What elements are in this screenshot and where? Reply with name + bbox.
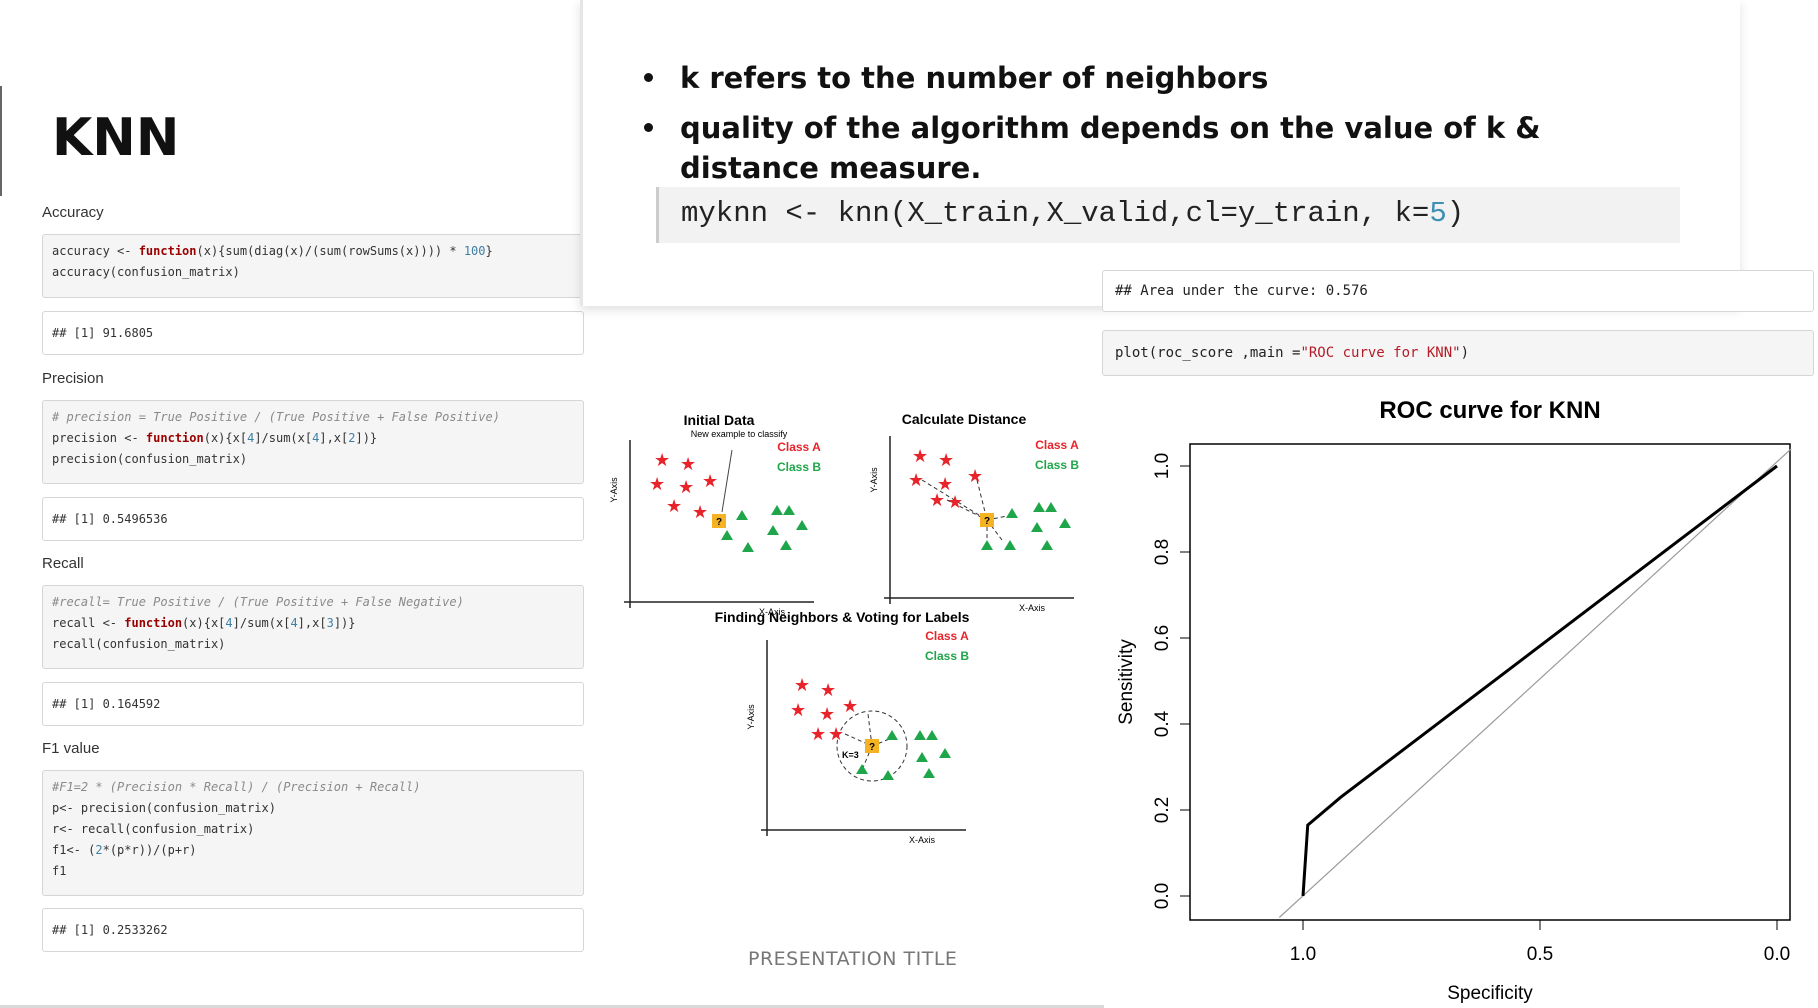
plot-frame <box>1189 443 1791 921</box>
knn-call-text: myknn <- knn(X_train,X_valid,cl=y_train,… <box>681 197 1430 230</box>
precision-call: precision(confusion_matrix) <box>52 452 248 466</box>
slide-left-border <box>0 86 2 196</box>
panel2-x-axis: X-Axis <box>1019 603 1046 613</box>
bullet-quality: quality of the algorithm depends on the … <box>680 111 1541 185</box>
roc-curve <box>1301 464 1778 897</box>
svg-text:★: ★ <box>912 446 928 466</box>
recall-call: recall(confusion_matrix) <box>52 637 226 651</box>
svg-text:★: ★ <box>680 454 696 474</box>
f1-code-block: #F1=2 * (Precision * Recall) / (Precisio… <box>42 770 584 896</box>
knn-call-code: myknn <- knn(X_train,X_valid,cl=y_train,… <box>656 187 1680 243</box>
svg-text:★: ★ <box>810 724 826 744</box>
f1-recall-call: r<- recall(confusion_matrix) <box>52 822 255 836</box>
x-tick-label: 0.0 <box>1764 944 1790 965</box>
panel2-class-a: Class A <box>1035 438 1079 452</box>
reference-diagonal <box>1278 448 1792 918</box>
bullet-card <box>580 0 1740 306</box>
f1-comment: #F1=2 * (Precision * Recall) / (Precisio… <box>52 780 421 794</box>
knn-k-value: 5 <box>1429 197 1447 230</box>
svg-text:?: ? <box>984 516 990 527</box>
roc-plot-code: plot(roc_score ,main ="ROC curve for KNN… <box>1102 330 1814 376</box>
plot-call-close: ) <box>1460 345 1470 361</box>
panel1-y-axis: Y-Axis <box>609 477 619 503</box>
svg-text:★: ★ <box>654 450 670 470</box>
svg-text:★: ★ <box>908 470 924 490</box>
slide-bottom-divider <box>0 1005 1818 1008</box>
svg-text:★: ★ <box>929 490 945 510</box>
svg-text:★: ★ <box>967 466 983 486</box>
k3-label: K=3 <box>842 750 859 760</box>
panel-initial-data-title: Initial Data <box>684 412 755 428</box>
svg-text:★: ★ <box>649 474 665 494</box>
panel2-class-b: Class B <box>1035 458 1079 472</box>
panel1-class-b: Class B <box>777 460 821 474</box>
panel-calculate-distance-title: Calculate Distance <box>902 411 1027 427</box>
svg-text:★: ★ <box>938 450 954 470</box>
y-tick-label: 0.8 <box>1152 539 1173 565</box>
y-tick-label: 0.0 <box>1152 883 1173 909</box>
f1-heading: F1 value <box>42 740 100 757</box>
chart-title: ROC curve for KNN <box>1379 397 1600 424</box>
panel1-x-axis: X-Axis <box>759 607 786 617</box>
y-tick-label: 0.4 <box>1152 710 1173 737</box>
y-tick-label: 0.6 <box>1152 625 1173 651</box>
accuracy-output: ## [1] 91.6805 <box>42 311 584 355</box>
svg-text:★: ★ <box>678 477 694 497</box>
svg-text:★: ★ <box>692 502 708 522</box>
recall-output: ## [1] 0.164592 <box>42 682 584 726</box>
bullet-marker <box>644 73 653 82</box>
svg-text:★: ★ <box>702 471 718 491</box>
svg-text:?: ? <box>716 517 722 528</box>
svg-text:★: ★ <box>666 496 682 516</box>
bullet-k-neighbors: k refers to the number of neighbors <box>680 61 1269 95</box>
precision-code-block: # precision = True Positive / (True Posi… <box>42 400 584 484</box>
panel1-class-a: Class A <box>777 440 821 454</box>
panel3-class-a: Class A <box>925 629 969 643</box>
svg-text:★: ★ <box>828 724 844 744</box>
new-example-label: New example to classify <box>691 429 788 439</box>
auc-output: ## Area under the curve: 0.576 <box>1102 270 1814 312</box>
svg-text:★: ★ <box>937 474 953 494</box>
accuracy-call: accuracy(confusion_matrix) <box>52 265 240 279</box>
x-tick-label: 0.5 <box>1527 944 1553 965</box>
y-tick-label: 1.0 <box>1152 453 1173 479</box>
panel-voting-title: Finding Neighbors & Voting for Labels <box>715 609 970 625</box>
recall-code-block: #recall= True Positive / (True Positive … <box>42 585 584 669</box>
svg-text:★: ★ <box>819 704 835 724</box>
precision-comment: # precision = True Positive / (True Posi… <box>52 410 500 424</box>
knn-call-close: ) <box>1446 197 1465 230</box>
panel3-class-b: Class B <box>925 649 969 663</box>
bullet-marker <box>644 123 653 132</box>
plot-title-string: "ROC curve for KNN" <box>1300 345 1461 361</box>
knn-illustration: Initial Data X-Axis Y-Axis New example t… <box>592 400 1092 852</box>
recall-heading: Recall <box>42 555 84 572</box>
accuracy-code-block: accuracy <- function(x){sum(diag(x)/(sum… <box>42 234 584 298</box>
f1-print: f1 <box>52 864 67 878</box>
svg-text:★: ★ <box>790 700 806 720</box>
panel3-y-axis: Y-Axis <box>746 704 756 730</box>
panel2-y-axis: Y-Axis <box>869 467 879 493</box>
plot-call-text: plot(roc_score ,main = <box>1115 345 1301 361</box>
y-tick-label: 0.2 <box>1152 797 1173 823</box>
x-axis-label: Specificity <box>1447 983 1533 1004</box>
svg-text:?: ? <box>869 742 875 753</box>
panel3-x-axis: X-Axis <box>909 835 936 845</box>
presentation-footer-title: PRESENTATION TITLE <box>748 948 958 970</box>
svg-text:★: ★ <box>947 492 963 512</box>
y-axis-label: Sensitivity <box>1116 639 1137 725</box>
roc-chart: ROC curve for KNN 1.0 0.5 0.0 0.0 0.2 0.4 0.6 0… <box>1104 394 1818 1008</box>
recall-comment: #recall= True Positive / (True Positive … <box>52 595 464 609</box>
f1-output: ## [1] 0.2533262 <box>42 908 584 952</box>
f1-precision-call: p<- precision(confusion_matrix) <box>52 801 276 815</box>
x-tick-label: 1.0 <box>1290 944 1316 965</box>
slide-title: KNN <box>52 108 180 168</box>
svg-text:★: ★ <box>794 675 810 695</box>
svg-text:★: ★ <box>820 680 836 700</box>
accuracy-heading: Accuracy <box>42 204 104 221</box>
precision-output: ## [1] 0.5496536 <box>42 497 584 541</box>
svg-text:★: ★ <box>842 696 858 716</box>
precision-heading: Precision <box>42 370 104 387</box>
